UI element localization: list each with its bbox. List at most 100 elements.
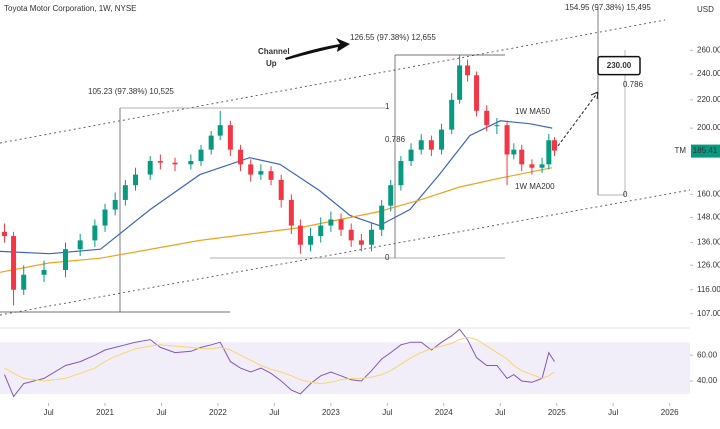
candle-body xyxy=(457,65,463,100)
x-tick-label: Jul xyxy=(382,408,392,417)
candle-body xyxy=(278,179,284,200)
symbol-label: TM xyxy=(674,146,686,155)
y-tick-label: 60.00 xyxy=(697,350,718,359)
y-tick-label: 116.00 xyxy=(697,285,720,294)
currency: USD xyxy=(697,5,714,14)
candle-body xyxy=(388,185,394,206)
candle-body xyxy=(217,125,223,136)
candle-body xyxy=(338,219,344,230)
candle-body xyxy=(358,240,364,245)
candle-body xyxy=(318,225,324,237)
x-tick-label: Jul xyxy=(269,408,279,417)
price-tag xyxy=(691,144,720,158)
rsi-band xyxy=(0,342,690,394)
candle-body xyxy=(348,229,354,241)
y-tick-label: 220.00 xyxy=(697,95,720,104)
candle-body xyxy=(494,125,500,127)
candle-body xyxy=(62,249,68,270)
arrow-head xyxy=(590,91,599,100)
candle-body xyxy=(77,240,83,250)
rsi-line xyxy=(4,328,555,398)
candle-body xyxy=(248,164,254,175)
candle-body xyxy=(519,149,525,165)
candle-body xyxy=(418,140,424,150)
candle-body xyxy=(546,140,552,165)
candle-body xyxy=(465,65,471,76)
candle-body xyxy=(2,231,8,237)
annotation: 105.23 (97.38%) 10,525 xyxy=(88,87,174,96)
y-tick-label: 200.00 xyxy=(697,123,720,132)
candle-body xyxy=(227,125,233,150)
candle-body xyxy=(112,199,118,210)
candle-body xyxy=(41,269,47,275)
channel-lower xyxy=(0,189,691,316)
candle-body xyxy=(439,129,445,150)
x-tick-label: Jul xyxy=(608,408,618,417)
target-label: 230.00 xyxy=(607,61,632,70)
x-tick-label: 2025 xyxy=(548,408,566,417)
candle-body xyxy=(539,164,545,168)
candle-body xyxy=(504,125,510,155)
candle-body xyxy=(529,164,535,168)
candle-body xyxy=(398,161,404,186)
y-tick-label: 260.00 xyxy=(697,45,720,54)
fib-label: 0.786 xyxy=(385,135,406,144)
candle-body xyxy=(328,219,334,226)
candle-body xyxy=(484,110,490,126)
annotation: Channel xyxy=(258,47,290,56)
annotation: Up xyxy=(266,59,277,68)
candle-body xyxy=(369,229,375,245)
candle-body xyxy=(379,205,385,230)
projection-arrow xyxy=(554,91,599,151)
target-box xyxy=(597,55,641,76)
y-tick-label: 240.00 xyxy=(697,69,720,78)
candle-body xyxy=(288,199,294,226)
candle-body xyxy=(297,225,303,245)
y-tick-label: 107.00 xyxy=(697,309,720,318)
candle-body xyxy=(122,185,128,200)
y-tick-label: 126.00 xyxy=(697,260,720,269)
candle-body xyxy=(102,209,108,226)
x-tick-label: Jul xyxy=(495,408,505,417)
candle-body xyxy=(258,171,264,175)
x-tick-label: Jul xyxy=(43,408,53,417)
x-tick-label: 2021 xyxy=(96,408,114,417)
measurements xyxy=(0,8,626,313)
candle-body xyxy=(551,140,557,151)
candle-body xyxy=(172,162,178,165)
y-tick-label: 148.00 xyxy=(697,213,720,222)
legend-label: 1W MA200 xyxy=(515,182,555,191)
candle-body xyxy=(188,161,194,165)
candle-body xyxy=(147,161,153,175)
fib-label: 0 xyxy=(623,190,628,199)
fib-label: 0 xyxy=(385,253,390,262)
channel-arrow xyxy=(285,38,350,60)
fib-label: 0.786 xyxy=(623,80,644,89)
chart-title: Toyota Motor Corporation, 1W, NYSE xyxy=(4,4,137,13)
annotation: 126.55 (97.38%) 12,655 xyxy=(350,33,436,42)
legend-label: 1W MA50 xyxy=(515,107,551,116)
y-tick-label: 160.00 xyxy=(697,189,720,198)
candle-body xyxy=(157,161,163,163)
moving-average xyxy=(0,120,553,255)
candle-body xyxy=(11,236,17,290)
annotation: 154.95 (97.38%) 15,495 xyxy=(565,3,651,12)
y-tick-label: 136.00 xyxy=(697,238,720,247)
candle-body xyxy=(133,174,139,186)
candle-body xyxy=(308,236,314,245)
candle-body xyxy=(428,140,434,150)
candle-body xyxy=(511,149,517,155)
candle-body xyxy=(21,274,27,290)
candle-body xyxy=(198,149,204,162)
x-tick-label: 2022 xyxy=(209,408,227,417)
candle-body xyxy=(449,99,455,130)
candle-body xyxy=(238,149,244,165)
candle-body xyxy=(474,75,480,111)
candle-body xyxy=(208,135,214,150)
candle-body xyxy=(268,171,274,180)
x-tick-label: Jul xyxy=(156,408,166,417)
y-tick-label: 40.00 xyxy=(697,376,718,385)
x-tick-label: 2026 xyxy=(661,408,679,417)
rsi-line xyxy=(4,336,555,385)
